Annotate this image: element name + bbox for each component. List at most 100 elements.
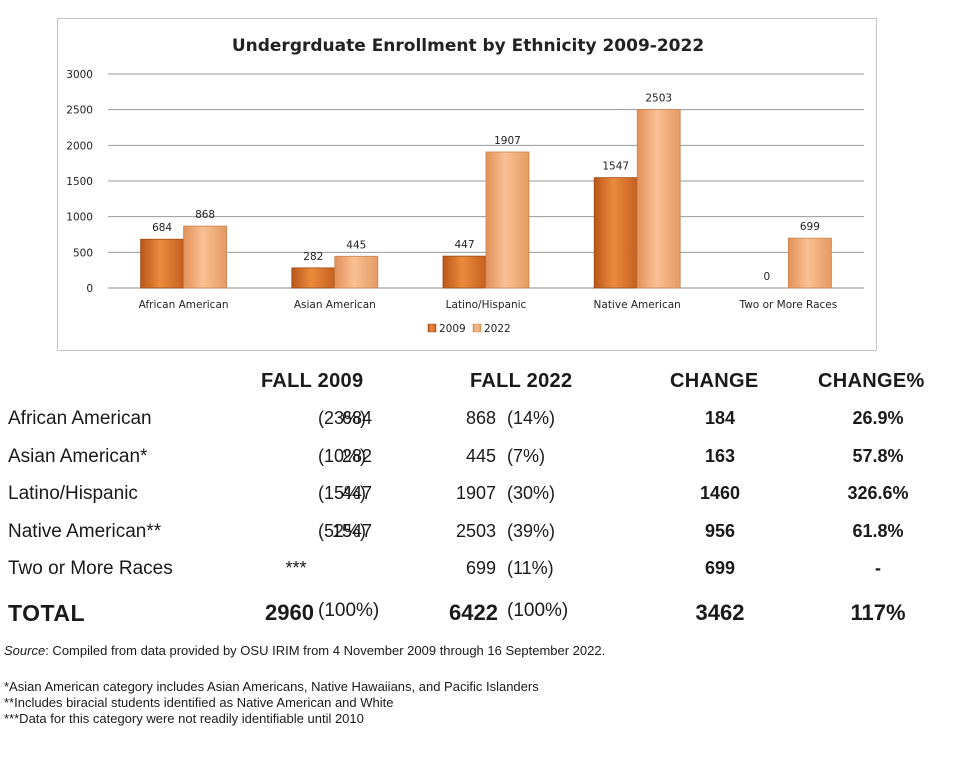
table-row: African American 684 (23%) 868 (14%) 184 26.9% — [0, 408, 956, 438]
x-category-label: Asian American — [294, 299, 376, 311]
x-category-label: Native American — [594, 299, 681, 311]
value-label-2009: 1547 — [602, 161, 629, 173]
value-label-2009: 684 — [152, 222, 172, 234]
pct-2022: (39%) — [507, 520, 556, 541]
chart-title: Undergrduate Enrollment by Ethnicity 200… — [232, 36, 704, 56]
bar-chart: Undergrduate Enrollment by Ethnicity 200… — [66, 36, 864, 335]
count-2009: 684 — [341, 408, 372, 428]
value-label-2022: 2503 — [645, 92, 672, 104]
value-label-2009: 0 — [764, 271, 771, 283]
labels: 0 500 1000 1500 2000 2500 3000 684 868 African Am… — [66, 69, 837, 311]
row-label: Latino/Hispanic — [8, 483, 138, 504]
bar-2022-asian-american — [334, 255, 379, 289]
x-category-label: African American — [139, 299, 229, 311]
pct-2022: (11%) — [507, 558, 554, 578]
bar-2022-latino-hispanic — [485, 151, 530, 289]
row-label: Asian American* — [8, 445, 148, 467]
pct-2009: (23%) — [318, 408, 367, 428]
table-row: Native American** 1547 (52%) 2503 (39%) 956 61… — [0, 521, 956, 551]
legend-label-2022: 2022 — [484, 323, 511, 335]
total-2009-pct: (100%) — [318, 600, 380, 621]
footnote-3: ***Data for this category were not readi… — [4, 711, 364, 726]
legend-label-2009: 2009 — [439, 323, 466, 335]
notes: Source: Compiled from data provided by O… — [4, 643, 605, 727]
y-tick-label: 0 — [86, 283, 93, 295]
table-row: Two or More Races *** 699 (11%) 699 - — [0, 558, 956, 588]
pct-2022: (14%) — [507, 408, 556, 428]
count-2022: 1907 — [455, 483, 496, 503]
total-change: 3462 — [695, 600, 745, 625]
change-value: 163 — [704, 445, 736, 466]
total-change-pct: 117% — [850, 600, 906, 625]
x-category-label: Two or More Races — [739, 299, 838, 311]
change-value: 956 — [704, 520, 736, 541]
legend: 2009 2022 — [427, 323, 511, 335]
legend-swatch-2022 — [472, 323, 482, 333]
row-label: African American — [8, 408, 152, 429]
pct-2009: (10%) — [318, 445, 367, 466]
source-label: Source — [4, 643, 46, 658]
row-label: Native American** — [8, 520, 162, 542]
change-value: 1460 — [699, 483, 741, 503]
pct-2022: (30%) — [507, 483, 556, 503]
total-2022: 6422 — [449, 600, 498, 625]
change-pct-value: 61.8% — [852, 520, 904, 541]
header-fall-2022: FALL 2022 — [470, 370, 573, 392]
header-change: CHANGE — [670, 370, 759, 392]
total-2009: 2960 — [265, 600, 314, 625]
change-pct-value: - — [875, 558, 881, 578]
bar-2009-native-american — [593, 177, 638, 289]
pct-2009: (15%) — [318, 483, 367, 503]
footnote-2: **Includes biracial students identified … — [4, 695, 394, 710]
change-pct-value: 57.8% — [852, 445, 904, 466]
y-tick-label: 500 — [73, 247, 93, 259]
value-label-2022: 699 — [800, 221, 820, 233]
x-category-label: Latino/Hispanic — [446, 299, 527, 311]
y-tick-label: 1500 — [66, 176, 93, 188]
pct-2022: (7%) — [507, 445, 546, 466]
value-label-2009: 282 — [303, 251, 323, 263]
table-total-row: TOTAL 2960 (100%) 6422 (100%) 3462 117% — [0, 600, 956, 630]
count-2009: *** — [285, 558, 307, 578]
source-text: : Compiled from data provided by OSU IRI… — [45, 643, 606, 658]
table-row: Asian American* 282 (10%) 445 (7%) 163 57.8% — [0, 446, 956, 476]
y-tick-label: 3000 — [66, 69, 93, 81]
count-2009: 1547 — [331, 520, 372, 541]
bar-2022-african-american — [183, 225, 227, 289]
bar-2022-native-american — [636, 109, 681, 289]
bar-2009-african-american — [140, 238, 184, 289]
change-value: 699 — [704, 558, 736, 578]
bar-2009-asian-american — [291, 267, 336, 289]
pct-2009: (52%) — [318, 520, 367, 541]
value-label-2022: 868 — [195, 209, 215, 221]
header-fall-2009: FALL 2009 — [261, 370, 364, 392]
count-2009: 282 — [341, 445, 372, 466]
chart-panel: Undergrduate Enrollment by Ethnicity 200… — [57, 18, 877, 351]
header-change-pct: CHANGE% — [818, 370, 925, 392]
bar-2022-two-or-more-races — [788, 237, 832, 289]
y-tick-label: 1000 — [66, 212, 93, 224]
count-2022: 445 — [465, 445, 496, 466]
bar-2009-latino-hispanic — [442, 255, 487, 289]
table-row: Latino/Hispanic 447 (15%) 1907 (30%) 1460 326.… — [0, 483, 956, 513]
count-2022: 868 — [465, 408, 496, 428]
value-label-2009: 447 — [454, 239, 474, 251]
value-label-2022: 445 — [346, 239, 366, 251]
y-tick-label: 2500 — [66, 105, 93, 117]
count-2022: 2503 — [455, 520, 496, 541]
bars — [140, 109, 832, 289]
row-label: Two or More Races — [8, 558, 173, 579]
y-tick-label: 2000 — [66, 140, 93, 152]
count-2022: 699 — [465, 558, 496, 578]
source-note: Source: Compiled from data provided by O… — [4, 643, 605, 659]
change-pct-value: 26.9% — [852, 408, 904, 428]
legend-swatch-2009 — [427, 323, 437, 333]
total-2022-pct: (100%) — [507, 600, 569, 621]
change-value: 184 — [704, 408, 736, 428]
footnote-1: *Asian American category includes Asian … — [4, 679, 539, 694]
change-pct-value: 326.6% — [847, 483, 909, 503]
total-label: TOTAL — [8, 600, 86, 626]
value-label-2022: 1907 — [494, 135, 521, 147]
count-2009: 447 — [341, 483, 372, 503]
table-header-row: FALL 2009 FALL 2022 CHANGE CHANGE% — [0, 370, 956, 400]
